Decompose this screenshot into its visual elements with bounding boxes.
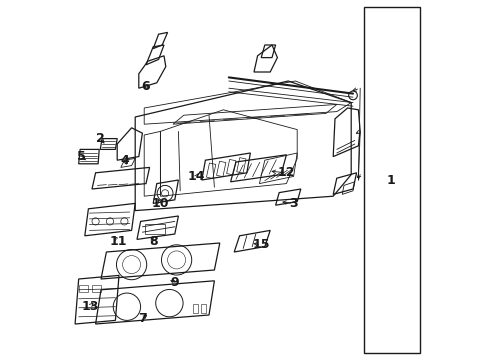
Bar <box>193 304 198 313</box>
Text: 6: 6 <box>142 80 150 93</box>
Text: 13: 13 <box>81 300 99 312</box>
Bar <box>79 285 88 292</box>
Text: 10: 10 <box>151 197 169 210</box>
Bar <box>201 304 206 313</box>
Text: 7: 7 <box>138 312 147 325</box>
Text: 5: 5 <box>77 150 86 163</box>
Bar <box>206 163 216 179</box>
Text: 8: 8 <box>149 235 157 248</box>
Bar <box>217 161 226 177</box>
Bar <box>145 224 165 234</box>
Circle shape <box>349 91 357 100</box>
Text: 3: 3 <box>289 197 298 210</box>
Bar <box>237 158 246 173</box>
Bar <box>92 285 101 292</box>
Text: 1: 1 <box>387 174 395 186</box>
Text: 9: 9 <box>171 276 179 289</box>
Text: 2: 2 <box>96 132 105 145</box>
Bar <box>227 159 236 175</box>
Text: 12: 12 <box>278 166 295 179</box>
Text: 14: 14 <box>188 170 205 183</box>
Text: 11: 11 <box>110 235 127 248</box>
Text: 15: 15 <box>252 238 270 251</box>
Text: 4: 4 <box>120 154 129 167</box>
Bar <box>364 7 419 353</box>
